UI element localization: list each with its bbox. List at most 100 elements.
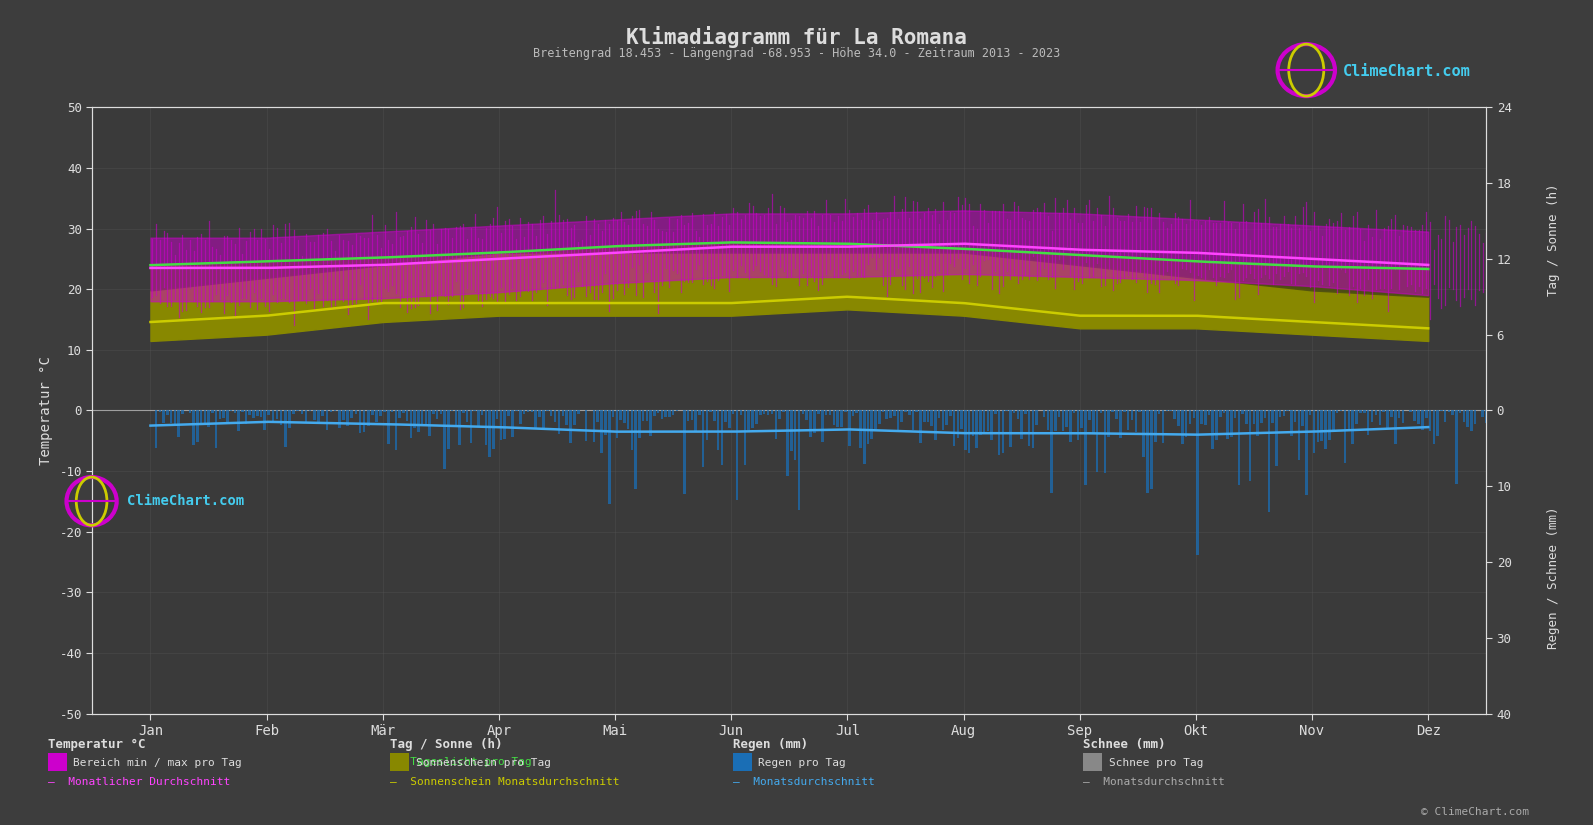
Bar [1131,411,1133,420]
Bar [234,411,236,413]
Bar [763,411,766,414]
Bar [1426,411,1427,417]
Bar [847,411,851,446]
Bar [945,411,948,425]
Bar [894,411,895,416]
Bar [859,411,862,448]
Bar [301,411,303,414]
Bar [1185,411,1187,436]
Bar [736,411,738,500]
Bar [1386,411,1389,429]
Bar [1375,411,1378,415]
Bar [1399,411,1400,418]
Bar [350,411,354,418]
Bar [1120,411,1121,438]
Bar [1058,411,1061,417]
Bar [709,411,712,412]
Bar [836,411,840,427]
Bar [226,411,228,422]
Bar [199,411,202,424]
Bar [193,411,194,446]
Bar [938,411,940,417]
Bar [1501,411,1502,412]
Bar [470,411,472,443]
Bar [1200,411,1203,424]
Bar [1126,411,1129,431]
Bar [527,411,529,412]
Bar [1367,411,1370,435]
Bar [1351,411,1354,444]
Bar [523,411,526,414]
Bar [1043,411,1045,417]
Bar [207,411,210,427]
Bar [1459,411,1461,413]
Bar [1294,411,1297,422]
Bar [476,411,479,427]
Bar [964,411,967,450]
Bar [507,411,510,417]
Bar [1429,411,1432,431]
Bar [650,411,652,436]
Bar [1451,411,1454,415]
Bar [1418,411,1419,424]
Text: ClimeChart.com: ClimeChart.com [1343,64,1470,79]
Bar [1279,411,1281,417]
Bar [1080,411,1083,428]
Bar [542,411,545,430]
Bar [1139,411,1141,412]
Bar [379,411,382,417]
Bar [1115,411,1118,418]
Bar [1035,411,1039,425]
Bar [683,411,685,494]
Bar [852,411,854,416]
Bar [634,411,637,489]
Bar [1193,411,1195,417]
Bar [390,411,393,412]
Bar [961,411,964,429]
Bar [1091,411,1094,433]
Bar [922,411,926,422]
Bar [1534,411,1536,427]
Text: Schnee pro Tag: Schnee pro Tag [1109,758,1203,768]
Bar [639,411,640,438]
Bar [1324,411,1327,450]
Bar [384,411,386,412]
Bar [1174,411,1176,419]
Bar [623,411,626,423]
Bar [429,411,430,436]
Bar [1481,411,1483,417]
Bar [604,411,607,435]
Bar [371,411,374,415]
Bar [1223,411,1225,412]
Bar [1050,411,1053,493]
Bar [620,411,621,420]
Bar [1394,411,1397,444]
Bar [241,411,244,412]
Bar [519,411,521,424]
Bar [417,411,419,432]
Bar [1332,411,1335,431]
Bar [1061,411,1064,431]
Bar [1047,411,1050,431]
Bar [1207,411,1211,415]
Bar [335,411,336,412]
Bar [409,411,413,438]
Text: Sonnenschein pro Tag: Sonnenschein pro Tag [416,758,551,768]
Bar [1378,411,1381,425]
Bar [916,411,918,412]
Bar [886,411,887,419]
Bar [1343,411,1346,464]
Bar [573,411,575,425]
Bar [237,411,241,431]
Bar [744,411,746,464]
Bar [252,411,255,418]
Bar [218,411,221,418]
Bar [1016,411,1020,419]
Bar [1241,411,1244,414]
Bar [698,411,701,415]
Bar [820,411,824,442]
Bar [530,411,534,412]
Bar [1227,411,1230,439]
Bar [1537,411,1540,431]
Bar [1348,411,1351,431]
